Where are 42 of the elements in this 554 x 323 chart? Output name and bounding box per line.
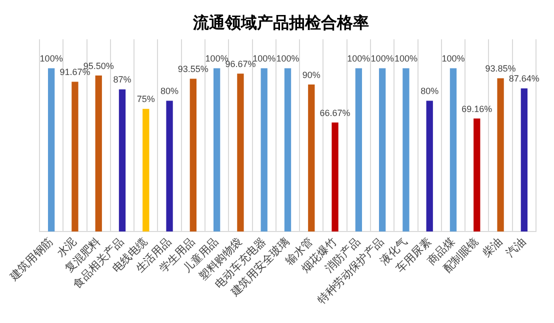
bar	[474, 118, 480, 232]
bar	[426, 100, 433, 232]
data-label: 100%	[205, 54, 228, 64]
bar	[237, 74, 244, 232]
bar	[118, 89, 126, 232]
x-tick-label: 汽油	[504, 235, 528, 260]
bar	[166, 100, 173, 232]
data-label: 87.64%	[508, 74, 540, 84]
x-tick-label: 建筑用钢筋	[6, 235, 56, 284]
data-label: 69.16%	[462, 104, 492, 114]
data-label: 93.85%	[485, 64, 516, 74]
data-label: 90%	[302, 70, 320, 80]
data-label: 87%	[113, 74, 132, 85]
bar	[142, 108, 150, 232]
bar	[355, 68, 362, 232]
bar	[308, 84, 315, 232]
bar	[72, 82, 78, 232]
x-tick-label: 柴油	[480, 235, 505, 260]
data-label: 66.67%	[320, 108, 350, 118]
bar	[213, 68, 220, 232]
bar	[450, 68, 457, 232]
bar	[95, 76, 102, 232]
data-label: 100%	[347, 54, 370, 64]
data-label: 80%	[160, 86, 179, 96]
data-label: 80%	[420, 86, 439, 96]
bar	[332, 122, 338, 232]
bar	[402, 68, 410, 232]
data-label: 100%	[370, 54, 394, 64]
data-label: 100%	[276, 54, 300, 64]
chart-title: 流通领域产品抽检合格率	[192, 12, 369, 32]
bar	[378, 68, 386, 232]
data-label: 75%	[136, 94, 155, 104]
bar	[284, 68, 292, 232]
data-label: 100%	[394, 54, 418, 64]
bar	[48, 68, 55, 232]
bar	[497, 78, 504, 232]
data-label: 100%	[40, 54, 63, 64]
data-label: 93.55%	[178, 64, 208, 74]
bar	[260, 68, 268, 232]
data-label: 100%	[442, 54, 465, 64]
bar	[190, 78, 197, 232]
bar	[520, 88, 528, 232]
